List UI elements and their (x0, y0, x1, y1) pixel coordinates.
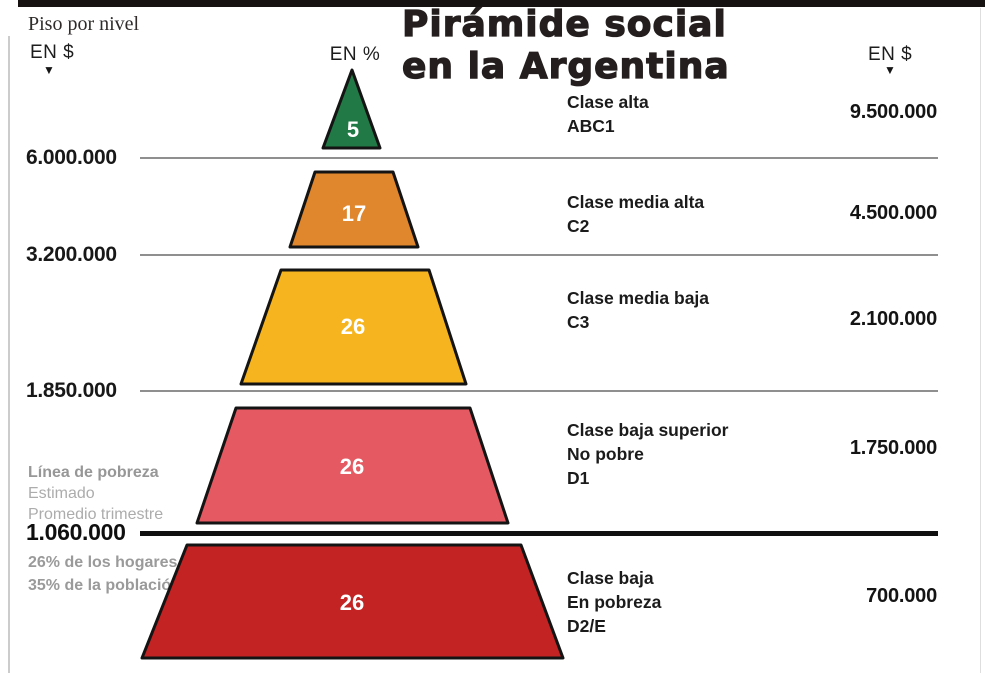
share-note-line1: 26% de los hogares (28, 554, 178, 571)
class-code: D1 (567, 468, 590, 488)
chart-title-line2: en la Argentina (401, 45, 730, 87)
left-axis-unit: EN $ (30, 42, 75, 63)
level-divider-line (140, 254, 938, 256)
chart-title: Pirámide social en la Argentina (401, 3, 730, 88)
population-share-note: 26% de los hogares 35% de la población (28, 551, 181, 597)
pyramid-level-clase-media-alta (288, 170, 420, 249)
income-value: 1.750.000 (849, 437, 937, 459)
poverty-line (140, 531, 938, 536)
floor-value: 6.000.000 (26, 146, 117, 169)
left-border-rule (8, 36, 10, 673)
top-border-rule (18, 0, 985, 7)
class-name: Clase baja (567, 568, 654, 588)
class-code: C2 (567, 216, 590, 236)
class-name: Clase media baja (567, 288, 710, 308)
class-subname: En pobreza (567, 592, 662, 612)
class-code: ABC1 (567, 116, 615, 136)
left-down-arrow-icon: ▼ (43, 63, 55, 77)
pyramid-level-clase-media-baja (239, 268, 468, 386)
chart-title-line1: Pirámide social (401, 3, 727, 45)
class-code: C3 (567, 312, 590, 332)
pyramid-level-1-percent: 5 (347, 117, 359, 142)
poverty-note: Línea de pobreza Estimado Promedio trime… (28, 462, 163, 525)
class-label-block: Clase alta ABC1 (567, 90, 649, 138)
share-note-line2: 35% de la población (28, 577, 181, 594)
class-name: Clase baja superior (567, 420, 729, 440)
poverty-note-line3: Promedio trimestre (28, 506, 164, 523)
right-axis-unit: EN $ (868, 44, 913, 65)
pyramid-level-3-percent: 26 (341, 314, 365, 339)
income-value: 700.000 (866, 585, 937, 607)
poverty-note-line2: Estimado (28, 485, 95, 502)
class-subname: No pobre (567, 444, 644, 464)
class-label-block: Clase baja superior No pobre D1 (567, 418, 728, 490)
right-border-rule (980, 8, 981, 673)
class-name: Clase media alta (567, 192, 705, 212)
right-down-arrow-icon: ▼ (884, 63, 896, 77)
income-value: 2.100.000 (849, 308, 937, 330)
left-axis-header: Piso por nivel (28, 13, 140, 35)
pyramid-level-clase-baja (140, 543, 565, 660)
level-divider-line (140, 390, 938, 392)
pyramid-level-clase-alta (321, 68, 382, 150)
poverty-floor-value: 1.060.000 (26, 519, 126, 545)
pyramid-level-4-percent: 26 (340, 454, 364, 479)
pyramid-level-2-percent: 17 (342, 201, 366, 226)
income-value: 4.500.000 (849, 202, 937, 224)
class-label-block: Clase media baja C3 (567, 286, 709, 334)
floor-value: 1.850.000 (26, 379, 117, 402)
level-divider-line (140, 157, 938, 159)
poverty-note-title: Línea de pobreza (28, 464, 159, 481)
class-name: Clase alta (567, 92, 649, 112)
floor-value: 3.200.000 (26, 243, 117, 266)
pyramid-level-clase-baja-superior (195, 406, 510, 525)
class-code: D2/E (567, 616, 606, 636)
center-axis-unit: EN % (329, 44, 381, 65)
pyramid-level-5-percent: 26 (340, 590, 364, 615)
class-label-block: Clase baja En pobreza D2/E (567, 566, 661, 638)
income-value: 9.500.000 (849, 101, 937, 123)
class-label-block: Clase media alta C2 (567, 190, 704, 238)
